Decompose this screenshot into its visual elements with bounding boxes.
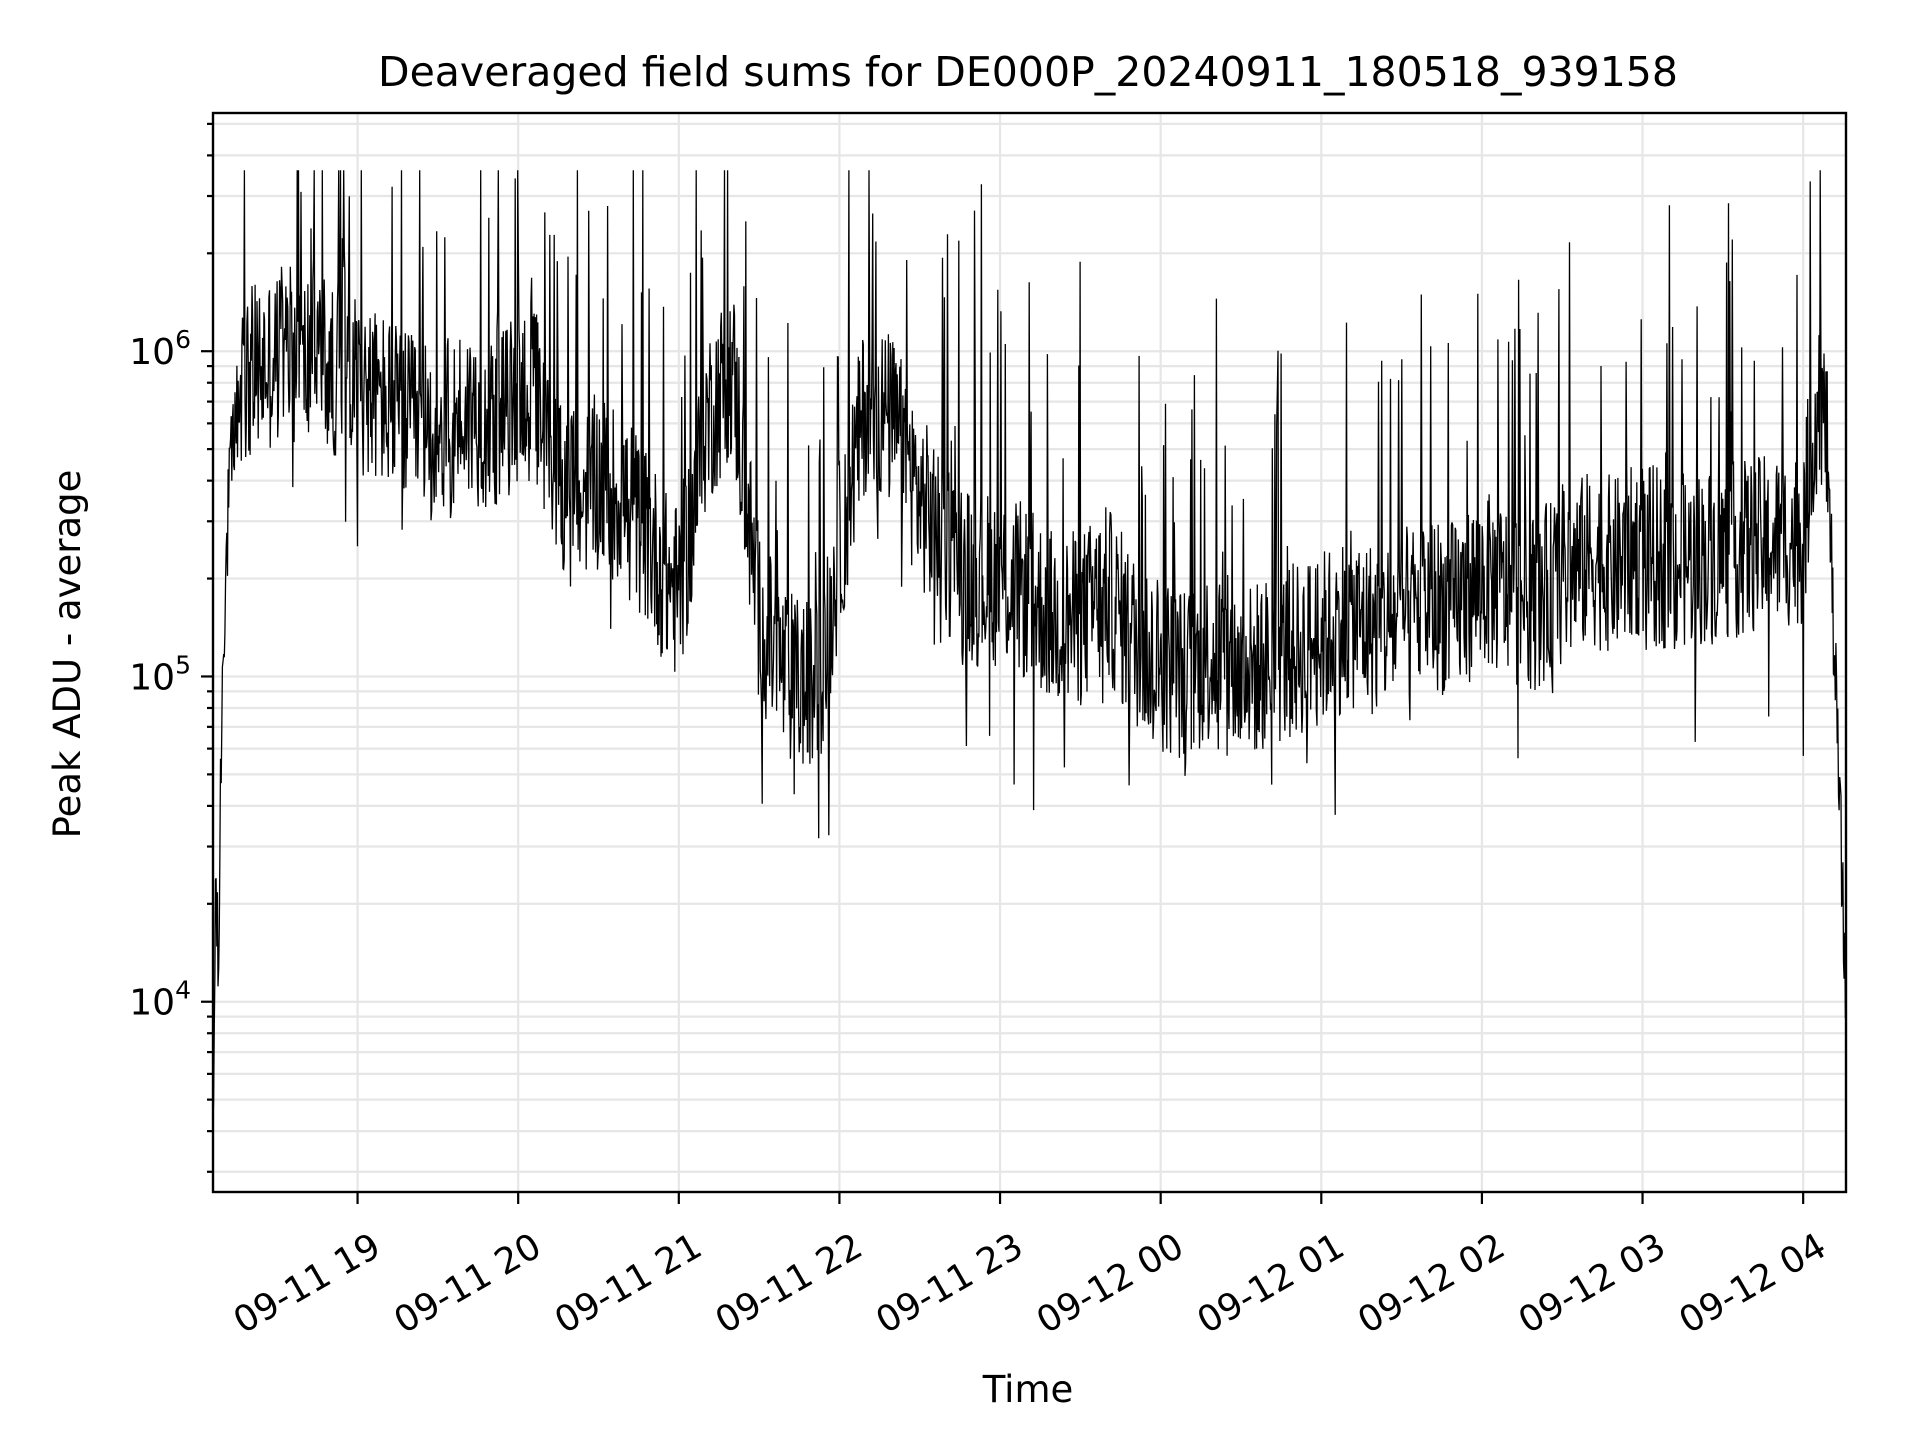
y-tick-label: 106 — [129, 325, 191, 373]
x-tick-label: 09-11 20 — [388, 1226, 549, 1342]
x-tick-label: 09-12 02 — [1351, 1226, 1512, 1342]
x-tick-label: 09-12 00 — [1030, 1226, 1191, 1342]
y-tick-base: 10 — [129, 332, 175, 373]
x-axis: 09-11 19 09-11 20 09-11 21 09-11 22 09-11 23… — [227, 1192, 1833, 1342]
y-tick-exponent: 6 — [175, 325, 191, 354]
series-layer — [212, 170, 1847, 1122]
chart-title: Deaveraged field sums for DE000P_2024091… — [378, 48, 1678, 96]
y-tick-exponent: 4 — [175, 976, 191, 1005]
x-tick-label: 09-12 03 — [1512, 1226, 1673, 1342]
grid — [213, 113, 1846, 1192]
y-tick-base: 10 — [129, 657, 175, 698]
y-axis-label: Peak ADU - average — [46, 470, 89, 839]
x-tick-label: 09-11 22 — [709, 1226, 870, 1342]
y-tick-exponent: 5 — [175, 650, 191, 679]
y-tick-label: 105 — [129, 650, 191, 698]
x-tick-label: 09-12 01 — [1191, 1226, 1352, 1342]
plot-frame — [211, 111, 1848, 1194]
y-tick-label: 104 — [129, 976, 191, 1024]
x-tick-label: 09-11 19 — [227, 1226, 388, 1342]
series-line — [212, 170, 1847, 1122]
y-tick-base: 10 — [129, 983, 175, 1024]
x-axis-label: Time — [982, 1368, 1074, 1411]
x-tick-label: 09-11 23 — [869, 1226, 1030, 1342]
x-tick-label: 09-11 21 — [548, 1226, 709, 1342]
x-tick-label: 09-12 04 — [1672, 1226, 1833, 1342]
